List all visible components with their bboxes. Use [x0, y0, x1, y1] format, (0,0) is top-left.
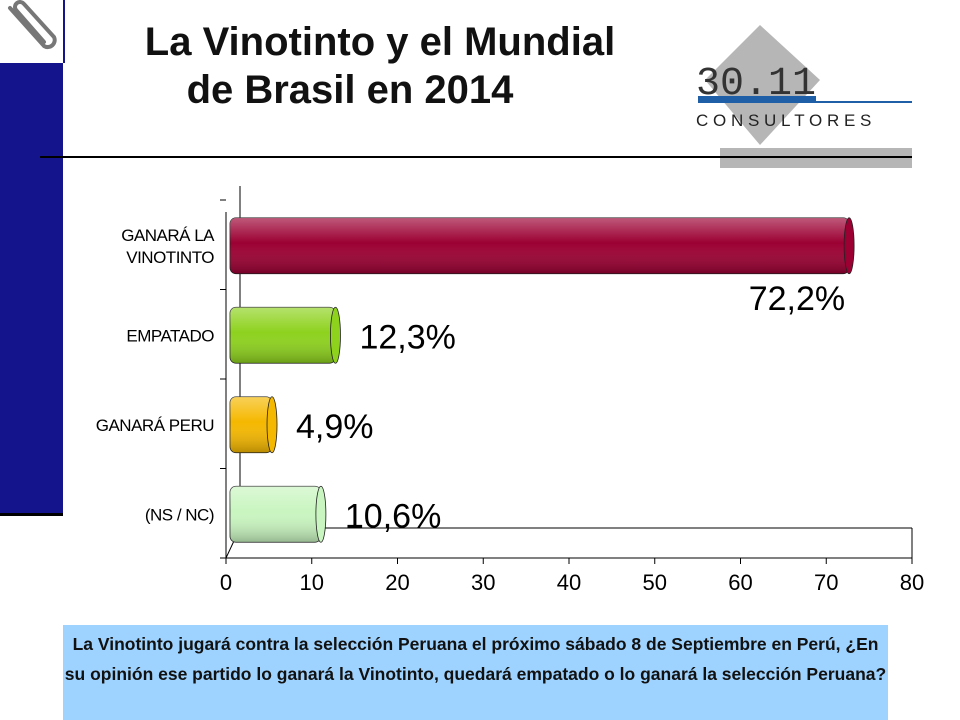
paperclip-corner [0, 0, 65, 63]
x-tick-label: 20 [385, 570, 409, 595]
header-divider [40, 156, 912, 158]
bar-shine [230, 217, 850, 274]
paperclip-icon [8, 0, 57, 50]
title-line-1: La Vinotinto y el Mundial [144, 20, 616, 64]
data-label: 12,3% [359, 318, 455, 356]
category-label: VINOTINTO [126, 248, 214, 267]
logo-diamond [705, 25, 820, 145]
page-title: La Vinotinto y el Mundial de Brasil en 2… [100, 18, 660, 114]
bar-shine [230, 486, 321, 543]
company-logo: 30.11 C O N S U L T O R E S [696, 25, 912, 168]
data-label: 4,9% [296, 408, 374, 446]
sidebar-bar [0, 63, 63, 513]
logo-word: C O N S U L T O R E S [696, 111, 871, 130]
bar-shine [230, 307, 336, 364]
question-text: La Vinotinto jugará contra la selección … [64, 634, 887, 684]
category-label: GANARÁ LA [121, 226, 215, 245]
category-label: (NS / NC) [145, 505, 214, 524]
x-tick-label: 60 [728, 570, 752, 595]
x-tick-label: 50 [643, 570, 667, 595]
bar-cap [315, 485, 327, 543]
x-tick-label: 80 [900, 570, 924, 595]
category-label: GANARÁ PERU [96, 416, 214, 435]
data-label: 10,6% [345, 497, 441, 535]
logo-blue-bar [698, 96, 816, 103]
logo-number: 30.11 [696, 62, 816, 107]
logo-gray-bar [720, 148, 912, 168]
bar-shine [230, 396, 273, 453]
bar-cap [266, 396, 278, 454]
question-box: La Vinotinto jugará contra la selección … [63, 625, 888, 720]
data-label: 72,2% [749, 280, 845, 318]
x-tick-label: 40 [557, 570, 581, 595]
bar-chart: 0 10 20 30 40 50 60 70 80 72,2% GANARÁ LA VINOTINT… [96, 186, 924, 595]
x-tick-label: 30 [471, 570, 495, 595]
bar-cap [843, 217, 855, 275]
category-label: EMPATADO [126, 326, 214, 345]
x-tick-label: 10 [300, 570, 324, 595]
bar-cap [330, 306, 341, 364]
x-tick-label: 70 [814, 570, 838, 595]
x-tick-label: 0 [220, 570, 232, 595]
title-line-2: de Brasil en 2014 [186, 68, 514, 112]
